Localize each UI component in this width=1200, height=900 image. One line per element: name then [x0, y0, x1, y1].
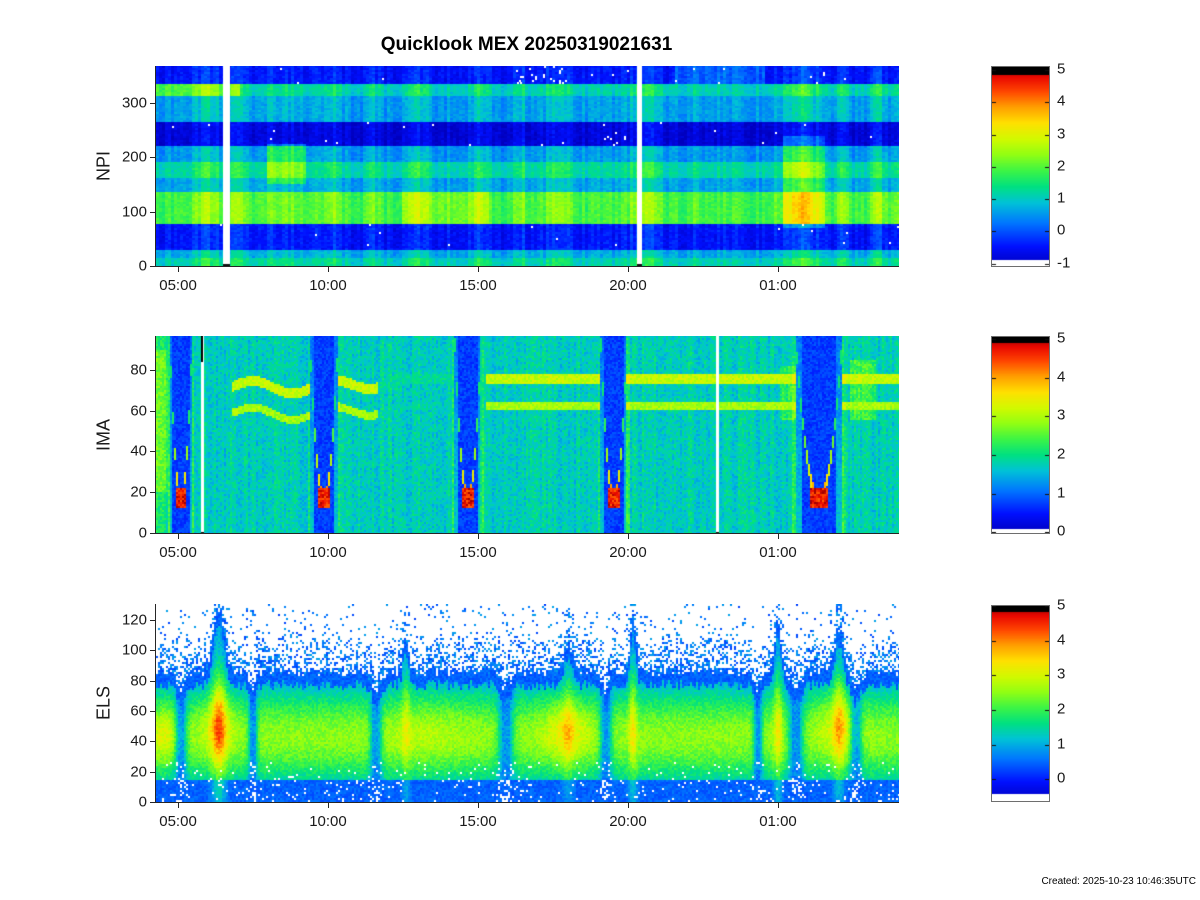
x-tick — [477, 534, 479, 539]
x-tick-label: 01:00 — [759, 813, 797, 830]
x-tick-label: 10:00 — [309, 544, 347, 561]
x-tick — [778, 534, 779, 539]
x-tick — [178, 267, 180, 272]
npi-colorbar — [991, 66, 1050, 267]
y-tick — [150, 771, 155, 773]
y-tick — [150, 741, 155, 743]
colorbar-tick-label: 4 — [1057, 92, 1066, 110]
x-tick-label: 10:00 — [309, 813, 347, 830]
x-tick-label: 05:00 — [159, 544, 197, 561]
x-tick-label: 20:00 — [609, 813, 647, 830]
y-tick-label: 80 — [130, 361, 147, 379]
y-tick-label: 20 — [130, 483, 147, 501]
x-tick — [778, 803, 779, 808]
x-tick — [178, 803, 180, 808]
x-tick — [627, 267, 629, 272]
y-tick — [150, 492, 155, 494]
x-tick-label: 05:00 — [159, 813, 197, 830]
els-spectrogram — [155, 604, 899, 803]
y-tick — [150, 369, 155, 371]
y-tick-label: 100 — [121, 203, 147, 220]
y-tick — [150, 802, 155, 803]
colorbar-tick-label: 4 — [1057, 631, 1066, 649]
y-tick — [150, 620, 155, 622]
x-tick — [627, 534, 629, 539]
colorbar-tick-label: 2 — [1057, 700, 1066, 718]
x-tick-label: 15:00 — [459, 813, 497, 830]
colorbar-tick-label: 3 — [1057, 665, 1066, 683]
y-tick-label: 0 — [138, 524, 147, 542]
x-tick — [477, 267, 479, 272]
x-tick — [327, 267, 329, 272]
y-tick-label: 0 — [138, 793, 147, 811]
y-tick — [150, 680, 155, 682]
y-tick-label: 60 — [130, 702, 147, 720]
x-tick-label: 01:00 — [759, 277, 797, 294]
colorbar-tick-label: 1 — [1057, 735, 1066, 753]
y-tick — [150, 266, 155, 267]
y-tick — [150, 533, 155, 534]
y-tick — [150, 410, 155, 412]
figure-title: Quicklook MEX 20250319021631 — [380, 34, 673, 55]
x-tick — [327, 534, 329, 539]
y-tick — [150, 157, 155, 158]
y-tick-label: 100 — [121, 641, 147, 659]
y-tick-label: 40 — [130, 442, 147, 460]
y-tick-label: 80 — [130, 672, 147, 690]
x-tick-label: 05:00 — [159, 277, 197, 294]
x-tick-label: 20:00 — [609, 277, 647, 294]
colorbar-tick-label: 3 — [1057, 406, 1066, 424]
ima-colorbar — [991, 336, 1050, 534]
created-timestamp: Created: 2025-10-23 10:46:35UTC — [1041, 876, 1196, 887]
y-tick-label: 60 — [130, 402, 147, 419]
colorbar-tick-label: 0 — [1057, 769, 1066, 787]
y-tick-label: 40 — [130, 732, 147, 750]
x-tick-label: 01:00 — [759, 544, 797, 561]
colorbar-tick-label: 1 — [1057, 189, 1066, 207]
x-tick — [627, 803, 629, 808]
colorbar-tick-label: 5 — [1057, 596, 1066, 614]
x-tick — [778, 267, 779, 272]
x-tick — [327, 803, 329, 808]
ima-spectrogram — [155, 336, 899, 534]
x-tick-label: 10:00 — [309, 277, 347, 294]
colorbar-tick-label: 3 — [1057, 125, 1066, 143]
colorbar-tick-label: 5 — [1057, 60, 1066, 78]
y-tick-label: 0 — [138, 257, 147, 275]
y-tick — [150, 711, 155, 713]
y-tick — [150, 650, 155, 652]
x-tick-label: 15:00 — [459, 277, 497, 294]
y-tick-label: 20 — [130, 763, 147, 781]
npi-spectrogram — [155, 66, 899, 267]
colorbar-tick-label: 0 — [1057, 221, 1066, 239]
colorbar-tick-label: 4 — [1057, 368, 1066, 386]
colorbar-tick-label: 2 — [1057, 445, 1066, 463]
els-colorbar — [991, 605, 1050, 802]
colorbar-tick-label: 5 — [1057, 329, 1066, 347]
y-tick — [150, 211, 155, 213]
y-tick-label: 200 — [121, 148, 147, 166]
colorbar-tick-label: 0 — [1057, 522, 1066, 540]
x-tick — [178, 534, 180, 539]
colorbar-tick-label: -1 — [1057, 254, 1071, 272]
x-tick-label: 20:00 — [609, 544, 647, 561]
x-tick — [477, 803, 479, 808]
y-tick-label: 120 — [121, 611, 147, 629]
x-tick-label: 15:00 — [459, 544, 497, 561]
y-tick — [150, 102, 155, 104]
y-tick-label: 300 — [121, 94, 147, 111]
colorbar-tick-label: 1 — [1057, 484, 1066, 502]
colorbar-tick-label: 2 — [1057, 157, 1066, 175]
y-tick — [150, 451, 155, 453]
